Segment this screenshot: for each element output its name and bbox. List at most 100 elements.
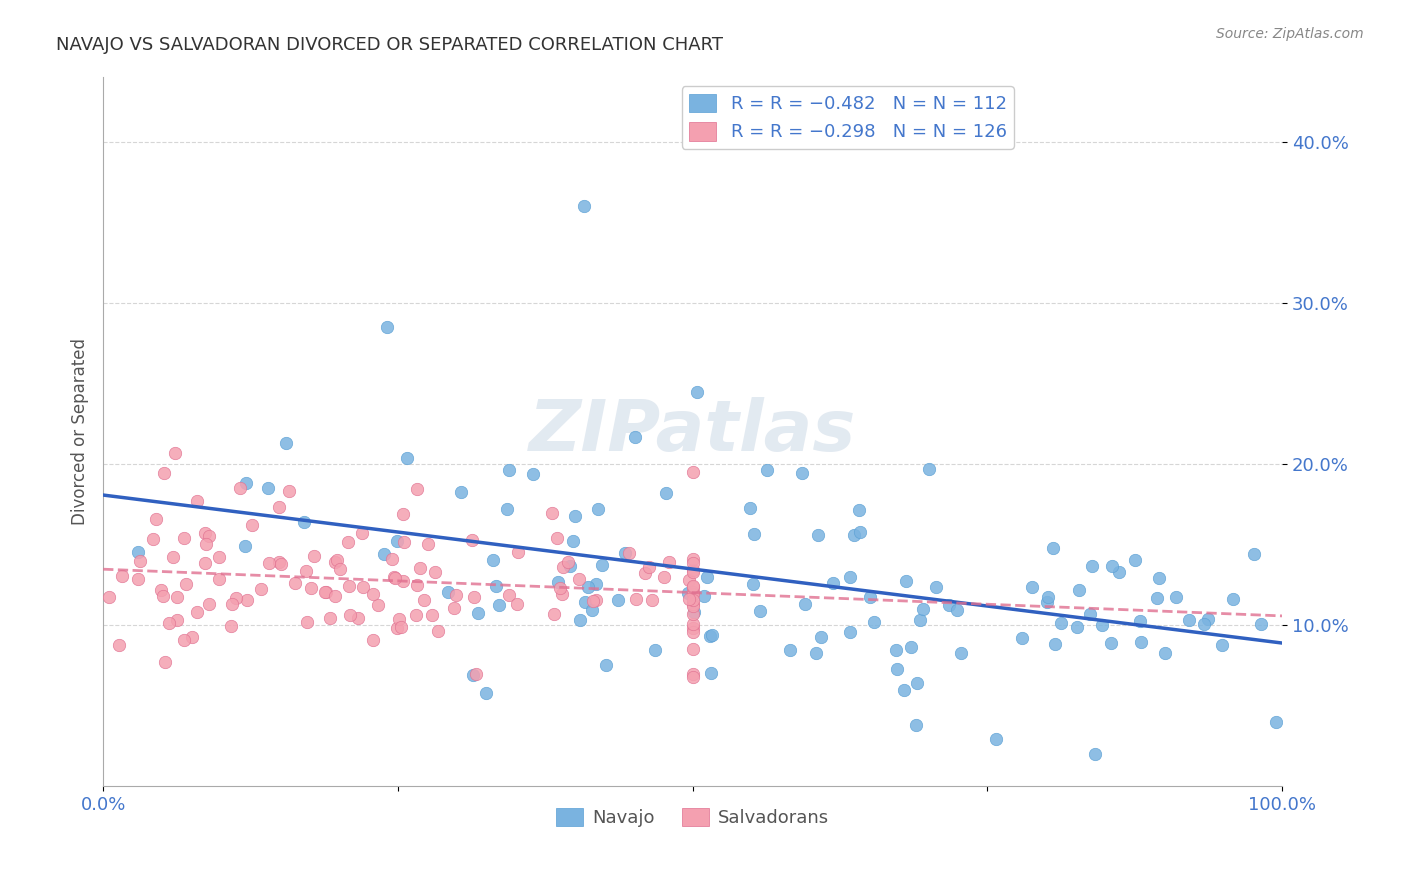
Point [284, 575, 307, 590]
Point [682, 581, 704, 595]
Point [488, 598, 510, 612]
Point [195, 537, 218, 551]
Point [1091, 618, 1114, 632]
Point [329, 562, 352, 576]
Point [240, 517, 263, 532]
Point [276, 436, 298, 450]
Point [278, 484, 301, 499]
Point [198, 529, 221, 543]
Point [682, 593, 704, 607]
Point [153, 466, 176, 480]
Point [804, 646, 827, 660]
Point [129, 554, 152, 568]
Point [145, 512, 167, 526]
Point [900, 640, 922, 654]
Point [838, 569, 860, 583]
Point [1050, 615, 1073, 630]
Point [896, 574, 918, 589]
Point [225, 591, 247, 606]
Point [1038, 591, 1060, 605]
Point [461, 533, 484, 547]
Point [576, 581, 599, 595]
Point [1081, 559, 1104, 574]
Point [893, 683, 915, 698]
Point [409, 561, 432, 575]
Point [1035, 595, 1057, 609]
Point [568, 572, 591, 586]
Point [413, 592, 436, 607]
Point [406, 483, 429, 497]
Point [380, 551, 402, 566]
Point [367, 599, 389, 613]
Point [886, 662, 908, 676]
Point [352, 526, 374, 541]
Point [682, 465, 704, 479]
Point [1146, 591, 1168, 605]
Point [574, 595, 596, 609]
Point [1149, 571, 1171, 585]
Point [1222, 592, 1244, 607]
Point [574, 199, 596, 213]
Point [682, 616, 704, 631]
Point [543, 607, 565, 621]
Text: ZIPatlas: ZIPatlas [529, 398, 856, 467]
Point [496, 501, 519, 516]
Point [1154, 646, 1177, 660]
Point [363, 632, 385, 647]
Point [1130, 635, 1153, 649]
Point [427, 624, 450, 639]
Point [498, 588, 520, 602]
Point [546, 531, 568, 545]
Legend: Navajo, Salvadorans: Navajo, Salvadorans [548, 800, 837, 834]
Point [373, 547, 395, 561]
Point [235, 592, 257, 607]
Point [949, 646, 972, 660]
Point [149, 582, 172, 597]
Point [682, 621, 704, 635]
Point [292, 515, 315, 529]
Point [1078, 607, 1101, 621]
Point [682, 565, 704, 579]
Point [482, 553, 505, 567]
Point [450, 485, 472, 500]
Point [208, 572, 231, 586]
Point [375, 320, 398, 334]
Point [186, 494, 208, 508]
Point [624, 430, 647, 444]
Point [166, 590, 188, 604]
Point [337, 579, 360, 593]
Point [547, 574, 569, 589]
Point [685, 384, 707, 399]
Point [194, 526, 217, 541]
Point [233, 539, 256, 553]
Point [581, 602, 603, 616]
Point [699, 629, 721, 643]
Point [1084, 747, 1107, 762]
Point [810, 630, 832, 644]
Point [176, 577, 198, 591]
Point [267, 555, 290, 569]
Point [678, 573, 700, 587]
Point [219, 619, 242, 633]
Point [585, 576, 607, 591]
Point [682, 670, 704, 684]
Point [848, 502, 870, 516]
Point [153, 656, 176, 670]
Point [682, 552, 704, 566]
Point [194, 557, 217, 571]
Point [385, 621, 408, 635]
Point [682, 585, 704, 599]
Point [821, 575, 844, 590]
Point [614, 545, 637, 559]
Point [436, 584, 458, 599]
Point [749, 604, 772, 618]
Point [595, 658, 617, 673]
Point [591, 558, 613, 572]
Point [905, 676, 928, 690]
Point [295, 615, 318, 629]
Point [420, 607, 443, 622]
Point [842, 528, 865, 542]
Point [294, 565, 316, 579]
Y-axis label: Divorced or Separated: Divorced or Separated [72, 338, 89, 525]
Point [586, 501, 609, 516]
